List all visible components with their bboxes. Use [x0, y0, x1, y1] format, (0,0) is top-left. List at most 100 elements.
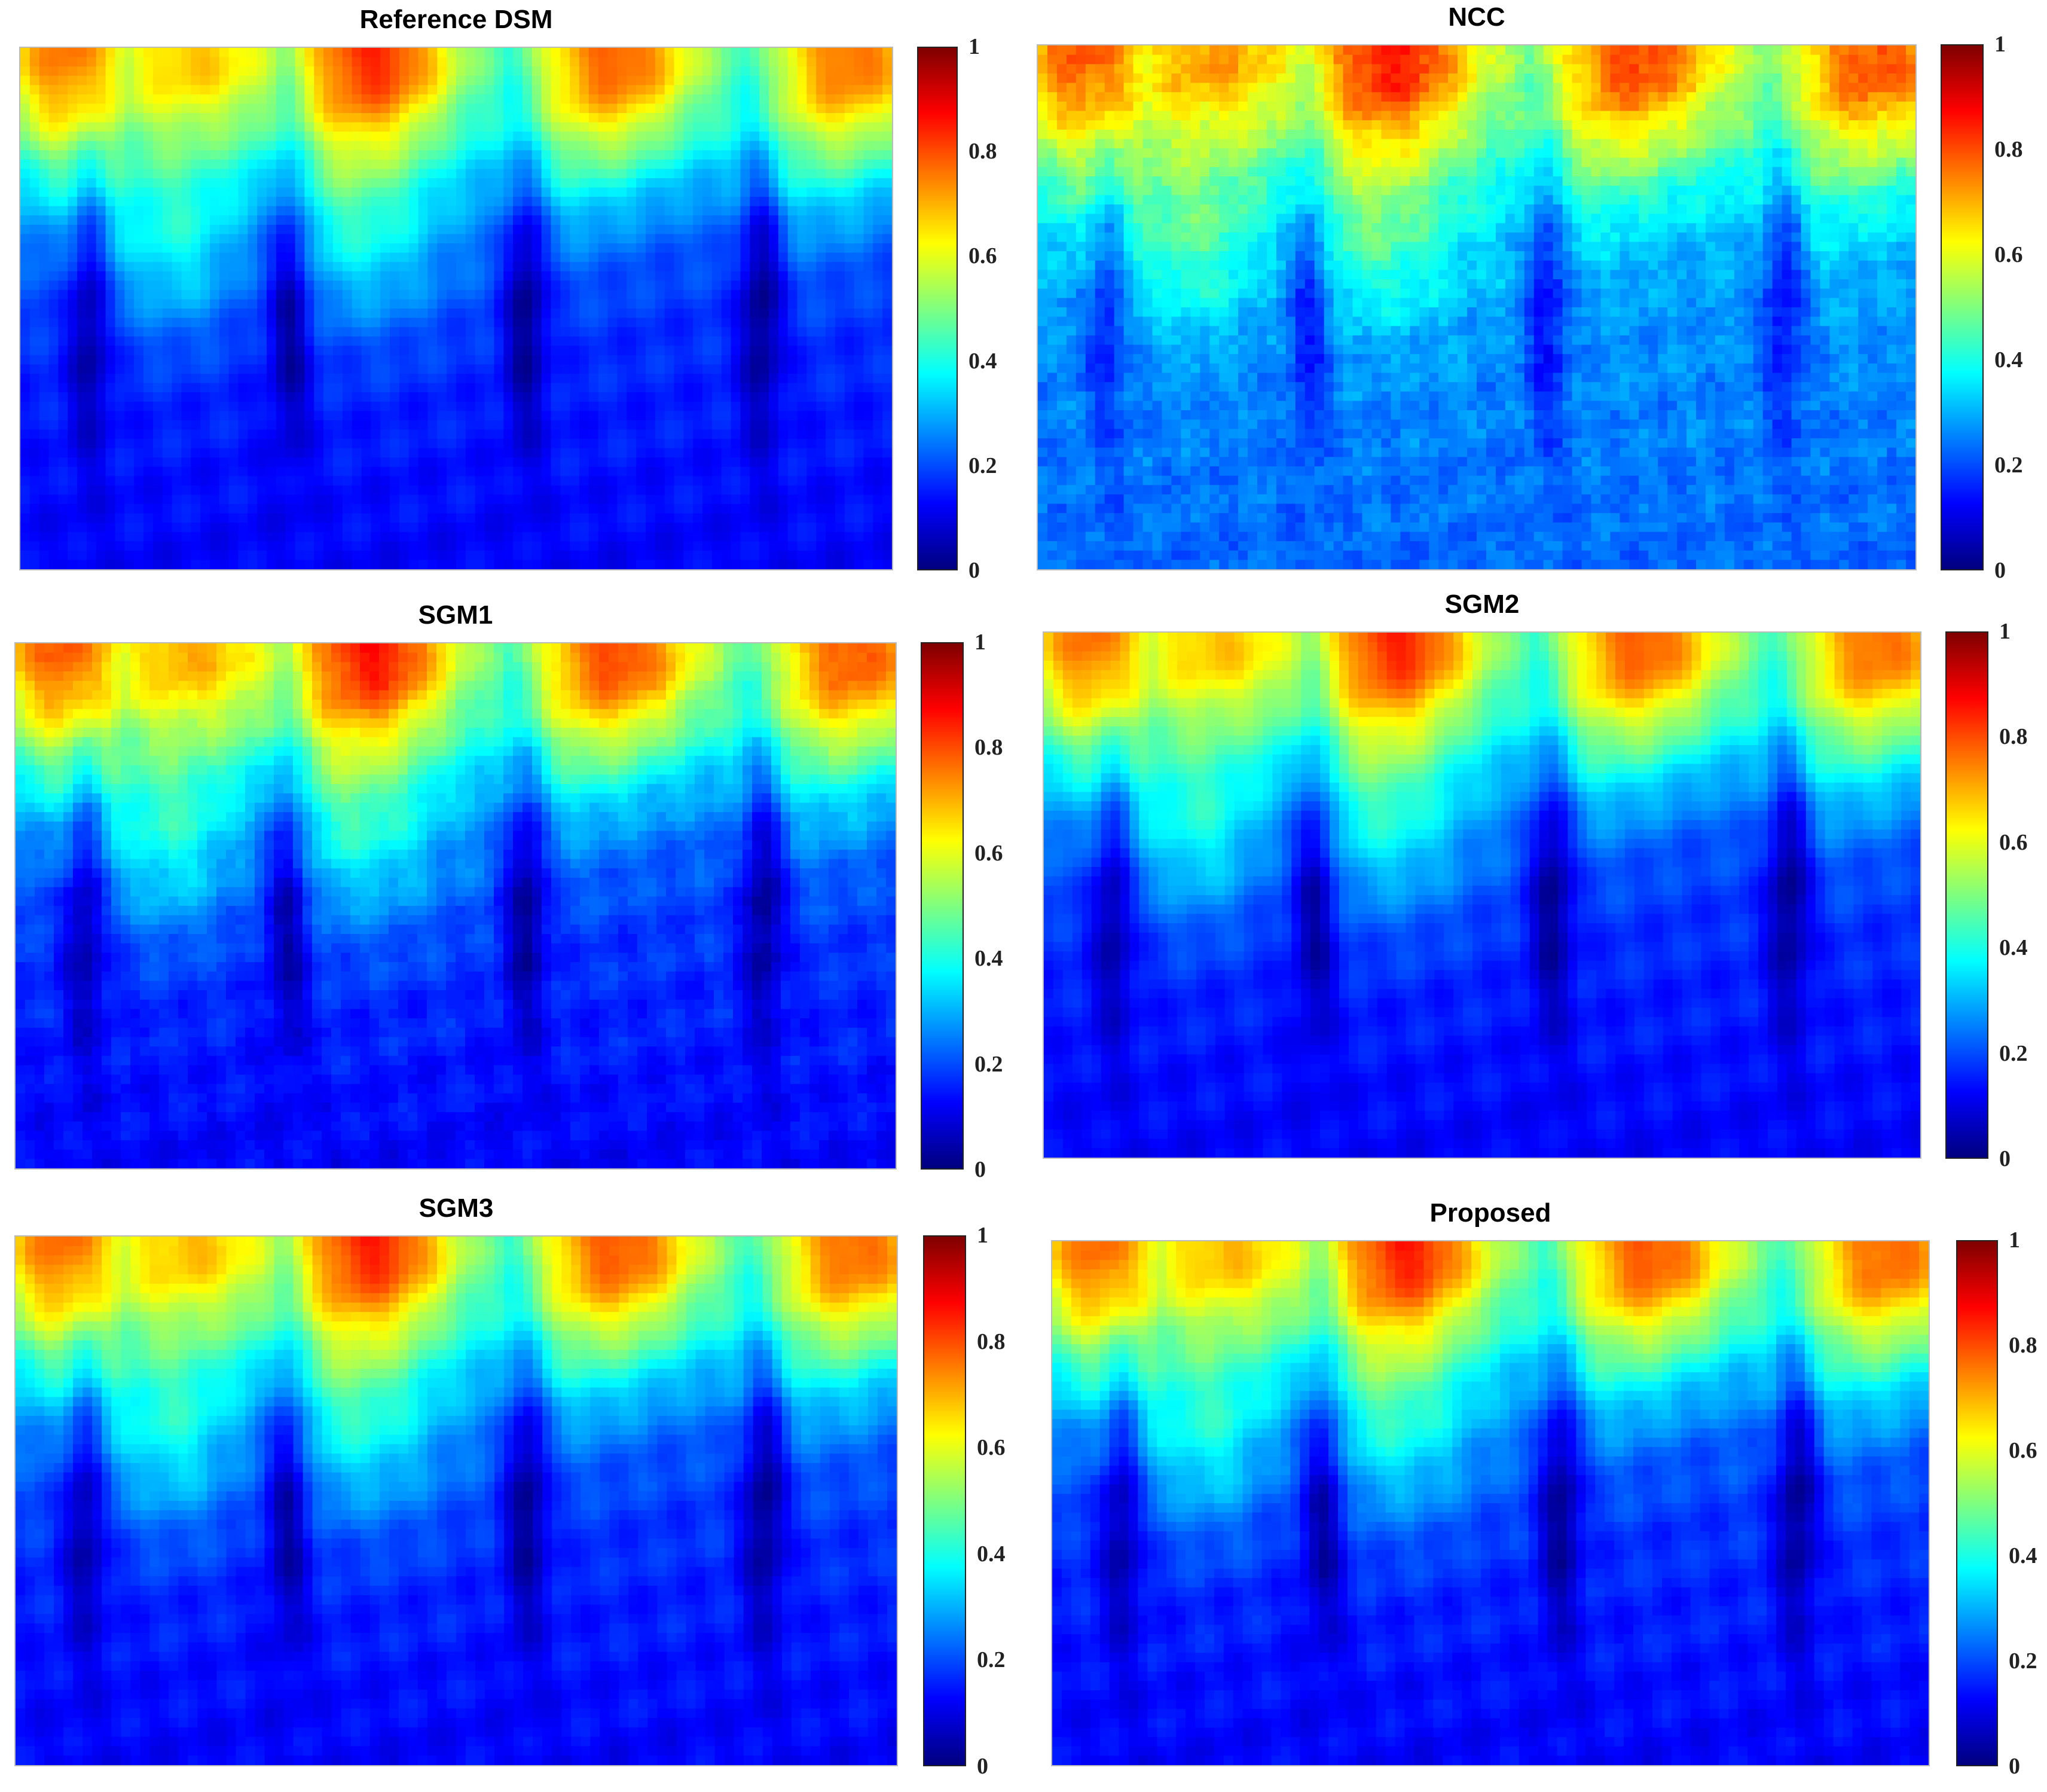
heatmap-cell [711, 485, 722, 496]
heatmap-cell [541, 346, 552, 356]
heatmap-cell [683, 122, 693, 132]
heatmap-cell [134, 448, 144, 458]
heatmap-cell [740, 262, 751, 272]
heatmap-cell [664, 206, 675, 216]
heatmap-cell [191, 327, 201, 337]
heatmap-cell [664, 494, 675, 505]
heatmap-cell [863, 485, 874, 496]
heatmap-cell [607, 234, 618, 244]
heatmap-cell [503, 85, 514, 95]
heatmap-cell [702, 541, 713, 551]
heatmap-cell [560, 113, 570, 123]
heatmap-cell [882, 336, 892, 347]
heatmap-cell [191, 411, 201, 421]
heatmap-cell [323, 532, 334, 542]
heatmap-cell [797, 532, 808, 542]
heatmap-cell [759, 541, 769, 551]
heatmap-cell [806, 504, 817, 514]
heatmap-cell [759, 523, 769, 533]
heatmap-cell [674, 383, 685, 393]
heatmap-cell [115, 122, 126, 132]
heatmap-cell [86, 48, 97, 58]
heatmap-cell [645, 439, 656, 449]
heatmap-cell [873, 355, 883, 365]
heatmap-cell [465, 159, 476, 170]
heatmap-cell [285, 420, 296, 431]
heatmap-cell [465, 457, 476, 468]
heatmap-cell [390, 299, 400, 309]
heatmap-cell [285, 411, 296, 421]
heatmap-cell [560, 243, 570, 254]
heatmap-cell [332, 271, 343, 282]
heatmap-cell [191, 280, 201, 291]
heatmap-cell [200, 355, 210, 365]
heatmap-cell [560, 141, 570, 151]
heatmap-cell [332, 523, 343, 533]
heatmap-cell [693, 355, 703, 365]
heatmap-cell [152, 197, 163, 207]
heatmap-cell [711, 75, 722, 86]
heatmap-cell [655, 504, 665, 514]
heatmap-cell [48, 485, 59, 496]
heatmap-cell [124, 169, 135, 179]
heatmap-cell [863, 318, 874, 328]
heatmap-cell [304, 355, 315, 365]
heatmap-cell [68, 299, 78, 309]
heatmap-cell [371, 374, 381, 384]
heatmap-cell [768, 457, 779, 468]
heatmap-cell [427, 346, 438, 356]
heatmap-cell [503, 318, 514, 328]
heatmap-cell [143, 103, 154, 114]
heatmap-cell [267, 85, 277, 95]
heatmap-cell [531, 66, 542, 77]
heatmap-cell [664, 178, 675, 188]
heatmap-cell [475, 448, 485, 458]
heatmap-cell [787, 411, 798, 421]
heatmap-cell [844, 411, 855, 421]
heatmap-cell [503, 485, 514, 496]
heatmap-cell [86, 355, 97, 365]
heatmap-cell [816, 187, 826, 197]
heatmap-cell [475, 150, 485, 160]
heatmap-cell [522, 113, 533, 123]
heatmap-cell [826, 187, 836, 197]
heatmap-cell [96, 197, 106, 207]
heatmap-cell [48, 420, 59, 431]
heatmap-cell [702, 206, 713, 216]
heatmap-cell [248, 383, 258, 393]
heatmap-cell [598, 476, 609, 486]
heatmap-cell [816, 197, 826, 207]
heatmap-cell [143, 132, 154, 142]
heatmap-cell [674, 141, 685, 151]
heatmap-cell [740, 206, 751, 216]
heatmap-cell [200, 504, 210, 514]
heatmap-cell [68, 532, 78, 542]
heatmap-cell [579, 178, 589, 188]
heatmap-cell [835, 197, 845, 207]
heatmap-cell [352, 169, 362, 179]
heatmap-cell [664, 532, 675, 542]
heatmap-cell [456, 411, 466, 421]
heatmap-cell [674, 169, 685, 179]
heatmap-cell [105, 466, 116, 477]
heatmap-cell [475, 206, 485, 216]
heatmap-cell [826, 476, 836, 486]
heatmap-cell [248, 439, 258, 449]
heatmap-cell [29, 364, 40, 374]
heatmap-cell [58, 550, 69, 561]
heatmap-cell [541, 364, 552, 374]
heatmap-cell [105, 355, 116, 365]
heatmap-cell [627, 364, 637, 374]
heatmap-cell [371, 85, 381, 95]
heatmap-cell [124, 448, 135, 458]
heatmap-cell [200, 541, 210, 551]
heatmap-cell [323, 420, 334, 431]
heatmap-cell [531, 513, 542, 523]
heatmap-cell [77, 541, 87, 551]
heatmap-cell [541, 383, 552, 393]
heatmap-cell [276, 75, 286, 86]
heatmap-cell [361, 448, 372, 458]
heatmap-cell [124, 159, 135, 170]
heatmap-cell [570, 197, 580, 207]
heatmap-cell [588, 336, 599, 347]
